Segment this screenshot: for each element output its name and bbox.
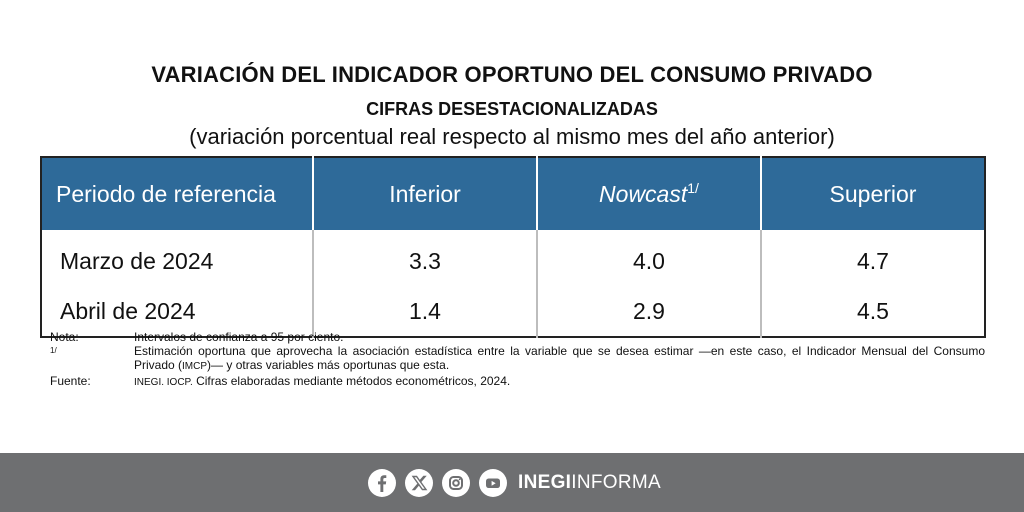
cell-nowcast: 4.0 [537,230,762,286]
x-icon[interactable] [405,469,433,497]
footnote-abbrev: IMCP [182,361,208,372]
facebook-icon[interactable] [368,469,396,497]
cell-nowcast: 2.9 [537,286,762,337]
social-links: INEGIINFORMA [368,469,661,497]
note-footnote: 1/ Estimación oportuna que aprovecha la … [50,344,985,374]
fuente-text: INEGI. IOCP. Cifras elaboradas mediante … [134,374,985,390]
fuente-abbrev: INEGI. IOCP. [134,377,193,388]
header-periodo: Periodo de referencia [41,157,314,230]
brand-light: INFORMA [571,472,661,493]
brand-logo-text: INEGIINFORMA [518,472,661,494]
cell-inferior: 3.3 [313,230,538,286]
instagram-icon[interactable] [442,469,470,497]
brand-bold: INEGI [518,472,572,493]
footnote-text-part: )— y otras variables más oportunas que e… [207,358,450,372]
note-key: Nota: [50,330,79,344]
cell-periodo: Abril de 2024 [41,286,314,337]
page-title: VARIACIÓN DEL INDICADOR OPORTUNO DEL CON… [151,62,873,87]
note-fuente: Fuente: INEGI. IOCP. Cifras elaboradas m… [50,374,985,390]
table-header: Periodo de referencia Inferior Nowcast1/… [41,157,985,230]
footnote-text-part: Estimación oportuna que aprovecha la aso… [134,344,985,372]
note-text: Intervalos de confianza a 95 por ciento. [134,330,344,344]
units-note: (variación porcentual real respecto al m… [189,124,835,149]
header-inferior: Inferior [313,157,538,230]
footnote-text: Estimación oportuna que aprovecha la aso… [134,344,985,374]
header-nowcast: Nowcast1/ [537,157,762,230]
cell-superior: 4.7 [857,247,889,274]
page-subtitle: CIFRAS DESESTACIONALIZADAS [366,99,658,119]
notes-block: Nota: Intervalos de confianza a 95 por c… [50,330,985,390]
nowcast-label: Nowcast [599,181,688,207]
table-row: Abril de 2024 1.4 2.9 4.5 [41,286,985,337]
cell-inferior: 1.4 [313,286,538,337]
youtube-icon[interactable] [479,469,507,497]
fuente-key: Fuente: [50,374,91,388]
cell-periodo: Marzo de 2024 [41,230,314,286]
fuente-text-part: Cifras elaboradas mediante métodos econo… [192,374,511,388]
cell-superior: 4.5 [857,297,889,324]
footer-bar: INEGIINFORMA [0,453,1024,512]
data-table: Periodo de referencia Inferior Nowcast1/… [40,156,986,338]
nowcast-footnote-mark: 1/ [687,180,699,196]
note-nota: Nota: Intervalos de confianza a 95 por c… [50,330,985,344]
header-superior: Superior [761,157,985,230]
table-row: Marzo de 2024 3.3 4.0 4.7 [41,230,985,286]
footnote-key: 1/ [50,346,57,355]
